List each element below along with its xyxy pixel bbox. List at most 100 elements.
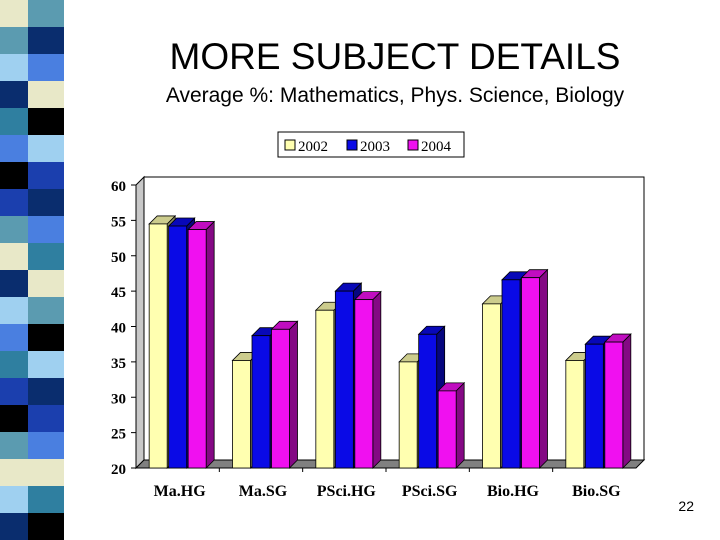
stripe-block (28, 459, 64, 486)
stripe-block (0, 324, 28, 351)
bar-front (334, 290, 354, 469)
bar (603, 333, 632, 469)
stripe-block (0, 216, 28, 243)
bar-front (604, 341, 624, 469)
chart-bars (148, 214, 632, 469)
bar-front (482, 303, 501, 469)
bar (270, 320, 299, 469)
bar-front (187, 229, 207, 469)
x-tick-label: Ma.SG (239, 483, 288, 500)
stripe-block (28, 216, 64, 243)
stripe-block (0, 162, 28, 189)
bar-side (372, 290, 382, 469)
y-tick-label: 45 (111, 285, 126, 301)
chart-axes: 20 25 30 35 40 45 50 55 60 Ma.HG Ma.SG PSci.HG PSci.… (111, 175, 646, 500)
bar-front (501, 279, 521, 469)
y-tick-label: 60 (111, 179, 126, 195)
x-tick-label: Bio.HG (487, 483, 540, 500)
stripe-block (28, 324, 64, 351)
stripe-block (0, 135, 28, 162)
bar-side (455, 381, 465, 469)
bar (437, 381, 466, 469)
legend-label: 2002 (298, 139, 328, 155)
bar (187, 220, 216, 469)
chart-legend: 2002 2003 2004 (277, 131, 465, 158)
y-tick-label: 20 (111, 462, 126, 478)
legend-box (277, 131, 465, 158)
bar-front (521, 277, 540, 469)
stripe-block (28, 135, 64, 162)
bar-front (565, 360, 585, 469)
stripe-block (28, 297, 64, 324)
stripe-block (0, 351, 28, 378)
stripe-block (0, 513, 28, 540)
bar-front (354, 299, 374, 469)
stripe-block (28, 243, 64, 270)
stripe-block (0, 459, 28, 486)
stripe-block (0, 486, 28, 513)
slide-subtitle: Average %: Mathematics, Phys. Science, B… (165, 84, 625, 107)
stripe-block (0, 0, 28, 27)
stripe-block (0, 81, 28, 108)
stripe-block (0, 243, 28, 270)
legend-label: 2003 (360, 139, 390, 155)
bar (353, 290, 382, 469)
x-tick-label: PSci.SG (402, 483, 458, 500)
slide-title: MORE SUBJECT DETAILS (169, 36, 621, 77)
stripe-block (28, 513, 64, 540)
plot-area (143, 176, 645, 461)
slide-number: 22 (678, 498, 694, 514)
bar-side (622, 333, 632, 469)
bar-front (584, 343, 604, 469)
stripe-block (0, 297, 28, 324)
stripe-block (28, 486, 64, 513)
y-tick-label: 40 (111, 321, 126, 337)
y-tick-label: 30 (111, 391, 126, 407)
legend-label: 2004 (421, 139, 452, 155)
stripe-block (0, 270, 28, 297)
bar-front (251, 335, 271, 469)
bar-front (315, 309, 335, 469)
stripe-block (0, 108, 28, 135)
stripe-block (0, 378, 28, 405)
stripe-block (28, 432, 64, 459)
stripe-block (28, 378, 64, 405)
side-wall (135, 175, 145, 470)
bar-front (232, 360, 251, 469)
bar-front (168, 225, 188, 469)
stripe-block (28, 351, 64, 378)
stripe-block (0, 405, 28, 432)
bar-front (418, 333, 438, 469)
stripe-block (28, 0, 64, 27)
x-tick-label: Bio.SG (572, 483, 621, 500)
stripe-block (0, 189, 28, 216)
bar-side (205, 220, 215, 469)
stripe-block (0, 54, 28, 81)
stripe-block (0, 27, 28, 54)
stripe-block (28, 108, 64, 135)
bar-side (539, 268, 548, 469)
x-tick-label: Ma.HG (154, 483, 207, 500)
bar-front (437, 390, 457, 469)
bar-front (398, 361, 418, 469)
stripe-block (28, 189, 64, 216)
legend-swatch (284, 139, 296, 151)
legend-swatch (346, 139, 358, 151)
bar-front (148, 223, 168, 469)
stripe-block (28, 162, 64, 189)
legend-swatch (407, 139, 419, 151)
stripe-block (28, 54, 64, 81)
x-tick-label: PSci.HG (317, 483, 377, 500)
stripe-block (28, 27, 64, 54)
stripe-block (28, 81, 64, 108)
y-tick-label: 50 (111, 250, 126, 266)
y-tick-label: 25 (111, 427, 126, 443)
bar (520, 268, 549, 469)
stripe-block (28, 405, 64, 432)
bar-front (271, 328, 290, 469)
decorative-stripe (0, 0, 64, 540)
y-tick-label: 35 (111, 356, 126, 372)
stripe-block (0, 432, 28, 459)
stripe-block (28, 270, 64, 297)
